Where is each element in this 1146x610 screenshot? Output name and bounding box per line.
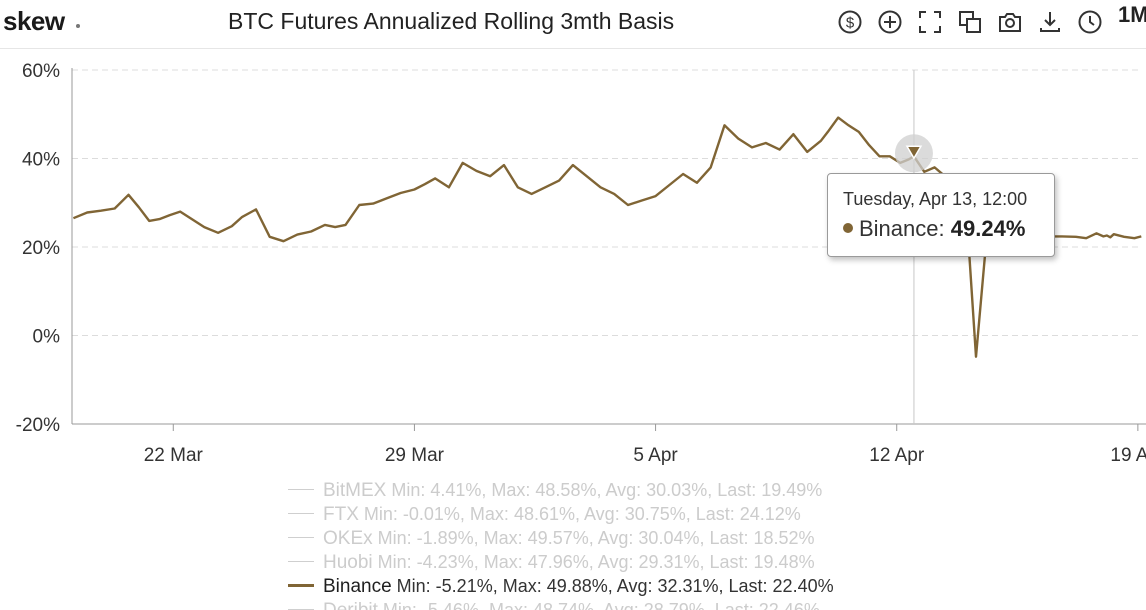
x-tick-label: 12 Apr [869, 445, 925, 466]
legend-item-bitmex[interactable]: BitMEX Min: 4.41%, Max: 48.58%, Avg: 30.… [288, 480, 822, 504]
y-tick-label: 20% [22, 238, 60, 259]
legend-series-name: Deribit [323, 600, 378, 610]
camera-icon[interactable] [996, 8, 1024, 36]
clock-icon[interactable] [1076, 8, 1104, 36]
legend-series-stats: Min: 4.41%, Max: 48.58%, Avg: 30.03%, La… [386, 480, 823, 500]
header-divider [0, 48, 1146, 49]
legend-item-deribit[interactable]: Deribit Min: -5.46%, Max: 48.74%, Avg: 2… [288, 600, 820, 610]
legend-item-huobi[interactable]: Huobi Min: -4.23%, Max: 47.96%, Avg: 29.… [288, 552, 815, 576]
legend-item-ftx[interactable]: FTX Min: -0.01%, Max: 48.61%, Avg: 30.75… [288, 504, 801, 528]
x-tick-label: 19 Apr [1110, 445, 1146, 466]
y-tick-label: 0% [33, 327, 61, 348]
legend-series-name: OKEx [323, 528, 373, 549]
plus-circle-icon[interactable] [876, 8, 904, 36]
tooltip: Tuesday, Apr 13, 12:00 Binance: 49.24% [827, 173, 1055, 257]
tooltip-value: 49.24% [950, 216, 1026, 241]
skew-logo[interactable]: skew [3, 6, 65, 36]
legend-line-swatch [288, 560, 314, 562]
legend-line-swatch [288, 608, 314, 610]
legend-series-name: Huobi [323, 552, 373, 573]
tooltip-date: Tuesday, Apr 13, 12:00 [843, 189, 1028, 209]
legend-series-name: BitMEX [323, 480, 387, 501]
legend-series-name: Binance [323, 576, 392, 597]
svg-text:$: $ [846, 15, 855, 32]
download-icon[interactable] [1036, 8, 1064, 36]
range-selector-1m[interactable]: 1M [1118, 2, 1146, 27]
tooltip-series-name: Binance [859, 216, 939, 241]
legend: BitMEX Min: 4.41%, Max: 48.58%, Avg: 30.… [288, 480, 1048, 610]
x-tick-label: 5 Apr [633, 445, 678, 466]
tooltip-separator: : [938, 216, 945, 241]
header: skew BTC Futures Annualized Rolling 3mth… [0, 0, 1146, 44]
legend-line-swatch [288, 536, 314, 538]
legend-item-binance[interactable]: Binance Min: -5.21%, Max: 49.88%, Avg: 3… [288, 576, 834, 600]
legend-line-swatch [288, 583, 314, 587]
tooltip-series-dot [843, 223, 853, 234]
logo-dot [76, 24, 80, 28]
legend-line-swatch [288, 488, 314, 490]
legend-line-swatch [288, 512, 314, 514]
legend-series-stats: Min: -4.23%, Max: 47.96%, Avg: 29.31%, L… [372, 552, 815, 572]
legend-item-okex[interactable]: OKEx Min: -1.89%, Max: 49.57%, Avg: 30.0… [288, 528, 815, 552]
tooltip-row: Binance: 49.24% [843, 216, 1025, 242]
x-tick-label: 22 Mar [144, 445, 204, 466]
legend-series-stats: Min: -0.01%, Max: 48.61%, Avg: 30.75%, L… [358, 504, 801, 524]
y-tick-label: 60% [22, 61, 60, 82]
y-tick-label: -20% [16, 415, 60, 436]
dollar-icon[interactable]: $ [836, 8, 864, 36]
legend-series-stats: Min: -5.21%, Max: 49.88%, Avg: 32.31%, L… [391, 576, 834, 596]
legend-series-stats: Min: -1.89%, Max: 49.57%, Avg: 30.04%, L… [372, 528, 815, 548]
chart-title: BTC Futures Annualized Rolling 3mth Basi… [228, 8, 675, 34]
legend-series-name: FTX [323, 504, 359, 525]
hover-point-marker [905, 145, 923, 160]
copy-icon[interactable] [956, 8, 984, 36]
legend-series-stats: Min: -5.46%, Max: 48.74%, Avg: 28.79%, L… [377, 600, 820, 610]
y-tick-label: 40% [22, 150, 60, 171]
x-tick-label: 29 Mar [385, 445, 445, 466]
fullscreen-icon[interactable] [916, 8, 944, 36]
